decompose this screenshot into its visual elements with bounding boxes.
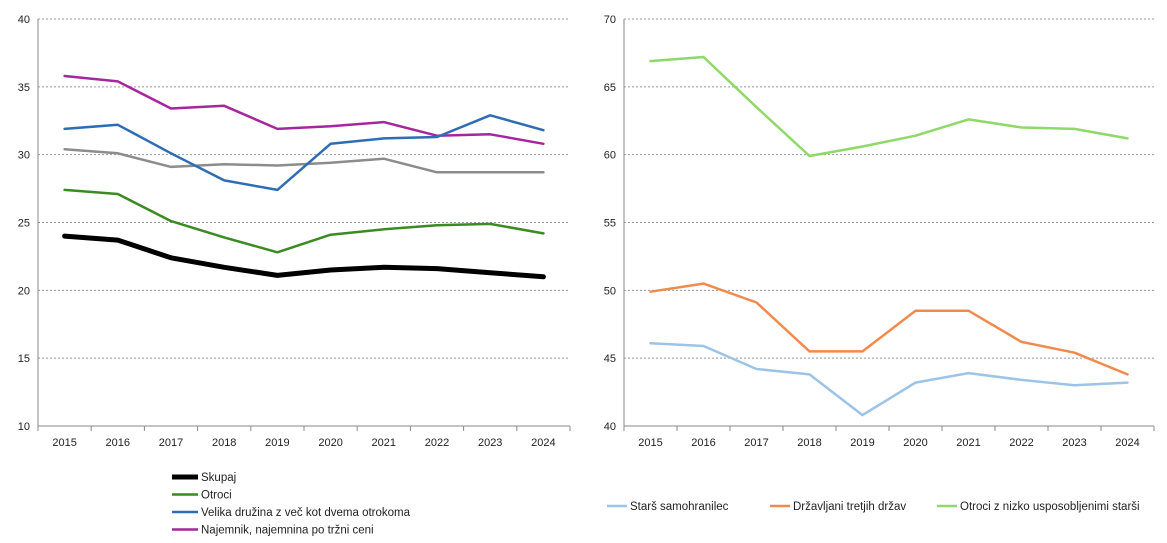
- legend-label: Velika družina z več kot dvema otrokoma: [201, 507, 411, 519]
- x-tick-label: 2020: [903, 437, 927, 449]
- series-line: [649, 341, 1129, 417]
- x-tick-label: 2022: [425, 437, 449, 449]
- legend-label: Otroci z nizko usposobljenimi starši: [960, 501, 1140, 513]
- x-tick-label: 2021: [372, 437, 396, 449]
- x-tick-label: 2018: [212, 437, 236, 449]
- x-tick-label: 2015: [52, 437, 76, 449]
- left-chart: 10 15 20 25 30 35 40 2015 2016 2017 2018 2019 2020 20…: [18, 14, 571, 537]
- x-tick-label: 2024: [1115, 437, 1139, 449]
- series-line: [63, 74, 545, 146]
- y-tick-label: 20: [18, 285, 30, 297]
- x-tick-label: 2021: [956, 437, 980, 449]
- y-tick-label: 45: [604, 353, 616, 365]
- x-tick-label: 2016: [691, 437, 715, 449]
- y-tick-label: 50: [604, 285, 616, 297]
- legend-label: Starš samohranilec: [630, 501, 729, 513]
- x-tick-label: 2023: [478, 437, 502, 449]
- y-tick-label: 40: [604, 421, 616, 433]
- series-line: [649, 282, 1129, 376]
- y-tick-label: 35: [18, 82, 30, 94]
- y-tick-label: 40: [18, 14, 30, 26]
- x-tick-label: 2015: [638, 437, 662, 449]
- y-tick-label: 10: [18, 421, 30, 433]
- y-tick-label: 25: [18, 218, 30, 230]
- legend-label: Otroci: [201, 490, 232, 502]
- x-tick-label: 2018: [797, 437, 821, 449]
- x-tick-label: 2017: [744, 437, 768, 449]
- series-line: [63, 114, 545, 192]
- series-line: [63, 147, 545, 174]
- legend-label: Skupaj: [201, 472, 236, 484]
- x-tick-label: 2020: [318, 437, 342, 449]
- x-tick-label: 2023: [1062, 437, 1086, 449]
- legend-label: Državljani tretjih držav: [793, 501, 906, 513]
- x-tick-label: 2019: [850, 437, 874, 449]
- y-tick-label: 30: [18, 150, 30, 162]
- series-line: [649, 55, 1129, 158]
- x-tick-label: 2024: [531, 437, 555, 449]
- series-line: [63, 188, 545, 254]
- x-tick-label: 2016: [106, 437, 130, 449]
- x-tick-label: 2017: [159, 437, 183, 449]
- x-tick-label: 2019: [265, 437, 289, 449]
- x-tick-label: 2022: [1009, 437, 1033, 449]
- y-tick-label: 70: [604, 14, 616, 26]
- y-tick-label: 15: [18, 353, 30, 365]
- series-line: [62, 233, 546, 280]
- y-tick-label: 55: [604, 218, 616, 230]
- y-tick-label: 60: [604, 150, 616, 162]
- y-tick-label: 65: [604, 82, 616, 94]
- right-chart: 40 45 50 55 60 65 70 2015 2016 2017 2018 2019 2020 20…: [604, 14, 1155, 513]
- legend-label: Najemnik, najemnina po tržni ceni: [201, 525, 374, 537]
